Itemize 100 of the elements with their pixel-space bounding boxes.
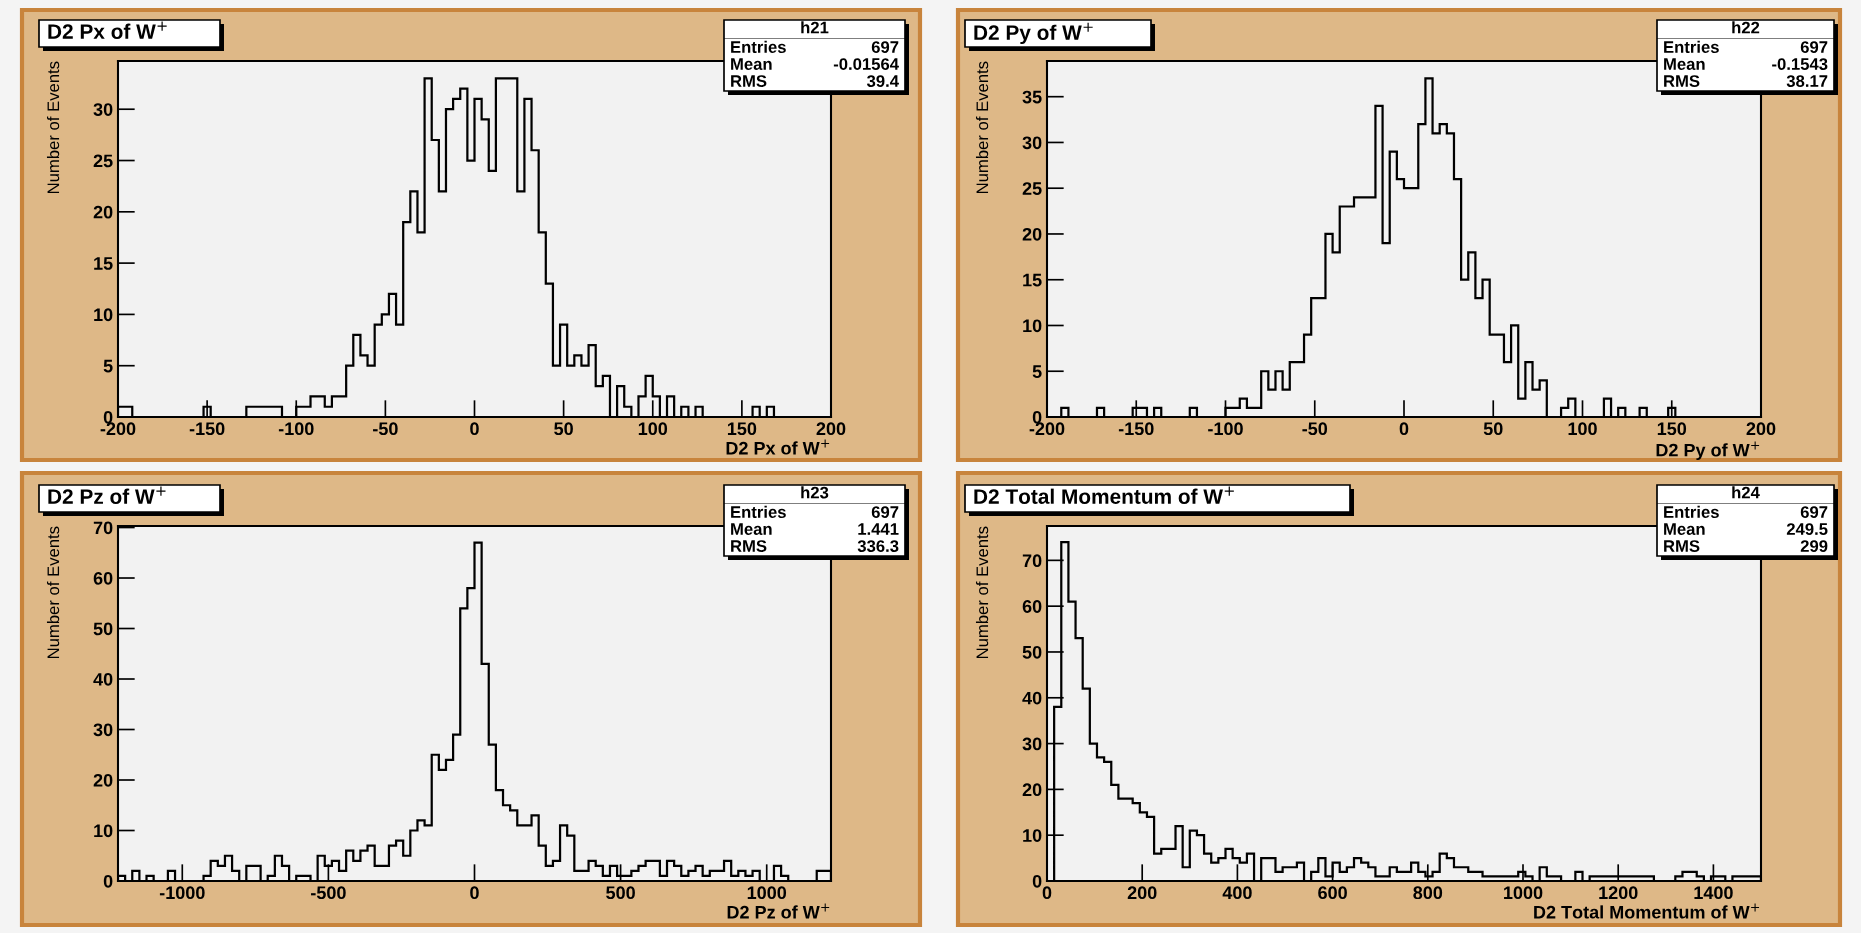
y-axis-title: Number of Events [975,526,989,659]
y-tick-label: 0 [1032,874,1042,888]
x-tick-label: -50 [1302,422,1328,436]
chart-title: D2 Px of W$^{+}$ [48,21,167,39]
y-tick-label: 30 [1022,136,1042,150]
y-tick-label: 10 [1023,319,1042,333]
chart-title: D2 Total Momentum of W$^{+}$ [974,486,1234,504]
x-tick-label: 50 [1483,422,1503,436]
y-axis-title: Number of Events [46,526,60,659]
x-tick-label: 1000 [747,886,787,900]
text: 249.5 [1786,523,1828,535]
x-tick-label: 1400 [1694,886,1733,900]
chart-title: D2 Py of W$^{+}$ [974,22,1093,45]
x-tick-label: 150 [727,422,757,436]
x-tick-label: 100 [1568,422,1597,436]
x-tick-label: -150 [189,422,225,436]
text: 336.3 [857,540,899,552]
y-tick-label: 20 [93,205,113,219]
y-tick-label: 15 [94,257,113,270]
text: 697 [1800,506,1828,518]
x-tick-label: -1000 [159,886,205,900]
annotation: RMS [1664,75,1700,87]
x-tick-label: -150 [1118,422,1154,436]
annotation: RMS [731,75,767,87]
text: h23 [801,486,829,499]
x-tick-label: 100 [638,422,668,436]
x-tick-label: 50 [554,422,573,436]
annotation: Mean [731,58,772,70]
text: 1.441 [858,523,899,535]
y-tick-label: 60 [93,571,113,585]
text: 299 [1800,540,1828,552]
x-tick-label: -200 [100,422,136,436]
text: Entries [1664,505,1719,518]
y-tick-label: 20 [1022,783,1042,797]
y-tick-label: 35 [1022,90,1042,104]
y-tick-label: 50 [1022,645,1042,659]
text: h21 [801,21,829,34]
text: Entries [1664,40,1719,53]
y-tick-label: 60 [1022,600,1042,613]
x-tick-label: -200 [1029,422,1065,436]
text: 697 [871,506,899,518]
y-tick-label: 0 [103,410,113,424]
x-tick-label: 200 [816,422,846,436]
y-tick-label: 50 [93,622,113,636]
y-axis-title: Number of Events [46,61,60,194]
x-tick-label: 600 [1318,886,1347,900]
annotation: RMS [1664,540,1700,552]
x-tick-label: 200 [1127,886,1157,900]
annotation: Mean [731,523,772,535]
y-tick-label: 30 [93,103,113,116]
text: -0.01564 [833,58,899,70]
text: 39.4 [866,75,899,87]
y-tick-label: 30 [1022,737,1042,751]
x-tick-label: 800 [1413,886,1443,900]
annotation: Mean [1664,523,1705,535]
y-tick-label: 10 [1023,829,1042,842]
x-axis-title: D2 Px of W$^{+}$ [726,439,830,455]
y-tick-label: 20 [93,773,113,787]
x-tick-label: 500 [606,886,635,900]
y-axis-title: Number of Events [975,61,989,194]
x-tick-label: 150 [1657,422,1687,436]
x-tick-label: 0 [1399,422,1409,436]
x-tick-label: 400 [1222,886,1252,900]
y-tick-label: 5 [103,359,113,373]
y-tick-label: 15 [1023,273,1042,287]
x-axis-title: D2 Py of W$^{+}$ [1656,441,1760,461]
y-tick-label: 10 [94,308,113,322]
y-tick-label: 25 [1022,182,1042,195]
text: 697 [871,41,899,53]
text: 38.17 [1786,75,1828,87]
y-tick-label: 0 [1032,410,1042,424]
y-tick-label: 40 [93,672,113,686]
y-tick-label: 20 [1022,227,1042,241]
x-tick-label: -500 [311,886,346,900]
y-tick-label: 40 [1022,691,1042,705]
x-tick-label: -100 [1208,422,1243,436]
x-tick-label: 1200 [1599,886,1638,900]
x-tick-label: 0 [470,422,479,436]
x-tick-label: 0 [470,886,479,900]
y-tick-label: 25 [93,154,113,168]
x-tick-label: 0 [1042,886,1052,900]
x-axis-title: D2 Pz of W$^{+}$ [727,903,830,919]
y-tick-label: 10 [94,824,113,838]
x-tick-label: 200 [1746,422,1776,436]
y-tick-label: 0 [103,874,113,888]
x-axis-title: D2 Total Momentum of W$^{+}$ [1534,903,1760,919]
text: 697 [1800,41,1828,53]
text: Entries [731,505,786,518]
y-tick-label: 30 [93,723,113,737]
y-tick-label: 70 [93,521,113,535]
text: h22 [1732,21,1760,34]
chart-title: D2 Pz of W$^{+}$ [48,486,166,504]
annotation: Mean [1664,58,1705,70]
annotation: RMS [731,540,767,552]
y-tick-label: 5 [1032,365,1042,378]
x-tick-label: -50 [373,422,398,436]
text: -0.1543 [1772,58,1828,70]
x-tick-label: -100 [278,422,314,436]
x-tick-label: 1000 [1504,886,1543,900]
text: Entries [731,40,786,53]
